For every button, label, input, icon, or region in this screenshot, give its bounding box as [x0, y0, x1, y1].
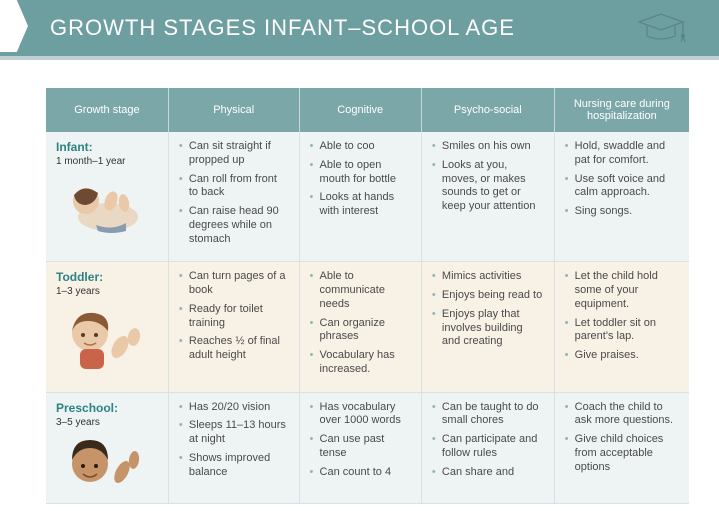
list-item: Ready for toilet training — [179, 303, 289, 331]
bullet-list: Has vocabulary over 1000 words Can use p… — [310, 401, 411, 480]
list-item: Mimics activities — [432, 270, 544, 284]
bullet-list: Smiles on his own Looks at you, moves, o… — [432, 140, 544, 214]
list-item: Can roll from front to back — [179, 173, 289, 201]
col-header-stage: Growth stage — [46, 88, 168, 132]
table-row: Preschool: 3–5 years Has 20/20 vision Sl… — [46, 392, 689, 503]
header-band: GROWTH STAGES INFANT–SCHOOL AGE — [0, 0, 719, 60]
list-item: Can be taught to do small chores — [432, 401, 544, 429]
bullet-list: Can sit straight if propped up Can roll … — [179, 140, 289, 246]
col-header-nursing: Nursing care during hospitalization — [554, 88, 689, 132]
list-item: Looks at hands with interest — [310, 191, 411, 219]
list-item: Let the child hold some of your equipmen… — [565, 270, 679, 311]
list-item: Let toddler sit on parent's lap. — [565, 317, 679, 345]
cell-psychosocial: Smiles on his own Looks at you, moves, o… — [421, 132, 554, 262]
bullet-list: Let the child hold some of your equipmen… — [565, 270, 679, 363]
stage-range: 1 month–1 year — [56, 156, 158, 167]
cell-psychosocial: Mimics activities Enjoys being read to E… — [421, 262, 554, 392]
cell-cognitive: Able to coo Able to open mouth for bottl… — [299, 132, 421, 262]
header-arrow — [0, 0, 28, 52]
bullet-list: Mimics activities Enjoys being read to E… — [432, 270, 544, 349]
list-item: Can turn pages of a book — [179, 270, 289, 298]
list-item: Hold, swaddle and pat for comfort. — [565, 140, 679, 168]
cell-cognitive: Able to communicate needs Can organize p… — [299, 262, 421, 392]
col-header-psychosocial: Psycho-social — [421, 88, 554, 132]
list-item: Can share and — [432, 466, 544, 480]
bullet-list: Coach the child to ask more questions. G… — [565, 401, 679, 475]
infant-illustration-icon — [56, 173, 146, 235]
cell-nursing: Hold, swaddle and pat for comfort. Use s… — [554, 132, 689, 262]
list-item: Can sit straight if propped up — [179, 140, 289, 168]
page-title: GROWTH STAGES INFANT–SCHOOL AGE — [50, 15, 515, 41]
list-item: Can count to 4 — [310, 466, 411, 480]
list-item: Smiles on his own — [432, 140, 544, 154]
stage-cell-infant: Infant: 1 month–1 year — [46, 132, 168, 262]
stage-range: 1–3 years — [56, 286, 158, 297]
list-item: Vocabulary has increased. — [310, 349, 411, 377]
list-item: Looks at you, moves, or makes sounds to … — [432, 159, 544, 214]
cell-nursing: Coach the child to ask more questions. G… — [554, 392, 689, 503]
bullet-list: Can be taught to do small chores Can par… — [432, 401, 544, 480]
list-item: Give child choices from acceptable optio… — [565, 433, 679, 474]
stage-range: 3–5 years — [56, 417, 158, 428]
graduation-cap-icon — [633, 8, 689, 48]
list-item: Sleeps 11–13 hours at night — [179, 419, 289, 447]
list-item: Can raise head 90 degrees while on stoma… — [179, 205, 289, 246]
list-item: Can organize phrases — [310, 317, 411, 345]
bullet-list: Hold, swaddle and pat for comfort. Use s… — [565, 140, 679, 219]
bullet-list: Has 20/20 vision Sleeps 11–13 hours at n… — [179, 401, 289, 480]
cell-physical: Can turn pages of a book Ready for toile… — [168, 262, 299, 392]
list-item: Able to open mouth for bottle — [310, 159, 411, 187]
cell-physical: Has 20/20 vision Sleeps 11–13 hours at n… — [168, 392, 299, 503]
stage-cell-toddler: Toddler: 1–3 years — [46, 262, 168, 392]
table-row: Infant: 1 month–1 year Can sit straight … — [46, 132, 689, 262]
list-item: Able to communicate needs — [310, 270, 411, 311]
growth-stages-table: Growth stage Physical Cognitive Psycho-s… — [46, 88, 689, 504]
table-row: Toddler: 1–3 years Can turn pages of a b… — [46, 262, 689, 392]
list-item: Enjoys play that involves building and c… — [432, 308, 544, 349]
list-item: Shows improved balance — [179, 452, 289, 480]
stage-name: Toddler: — [56, 270, 158, 284]
list-item: Coach the child to ask more questions. — [565, 401, 679, 429]
list-item: Enjoys being read to — [432, 289, 544, 303]
bullet-list: Able to communicate needs Can organize p… — [310, 270, 411, 376]
col-header-cognitive: Cognitive — [299, 88, 421, 132]
list-item: Can participate and follow rules — [432, 433, 544, 461]
list-item: Able to coo — [310, 140, 411, 154]
list-item: Reaches ½ of final adult height — [179, 335, 289, 363]
list-item: Has vocabulary over 1000 words — [310, 401, 411, 429]
list-item: Sing songs. — [565, 205, 679, 219]
col-header-physical: Physical — [168, 88, 299, 132]
stage-name: Infant: — [56, 140, 158, 154]
cell-psychosocial: Can be taught to do small chores Can par… — [421, 392, 554, 503]
stage-name: Preschool: — [56, 401, 158, 415]
list-item: Can use past tense — [310, 433, 411, 461]
cell-physical: Can sit straight if propped up Can roll … — [168, 132, 299, 262]
cell-cognitive: Has vocabulary over 1000 words Can use p… — [299, 392, 421, 503]
bullet-list: Can turn pages of a book Ready for toile… — [179, 270, 289, 363]
cell-nursing: Let the child hold some of your equipmen… — [554, 262, 689, 392]
bullet-list: Able to coo Able to open mouth for bottl… — [310, 140, 411, 219]
list-item: Use soft voice and calm approach. — [565, 173, 679, 201]
list-item: Give praises. — [565, 349, 679, 363]
toddler-illustration-icon — [56, 303, 150, 369]
stage-cell-preschool: Preschool: 3–5 years — [46, 392, 168, 503]
list-item: Has 20/20 vision — [179, 401, 289, 415]
table-header-row: Growth stage Physical Cognitive Psycho-s… — [46, 88, 689, 132]
preschool-illustration-icon — [56, 434, 150, 490]
table-container: Growth stage Physical Cognitive Psycho-s… — [0, 60, 719, 504]
